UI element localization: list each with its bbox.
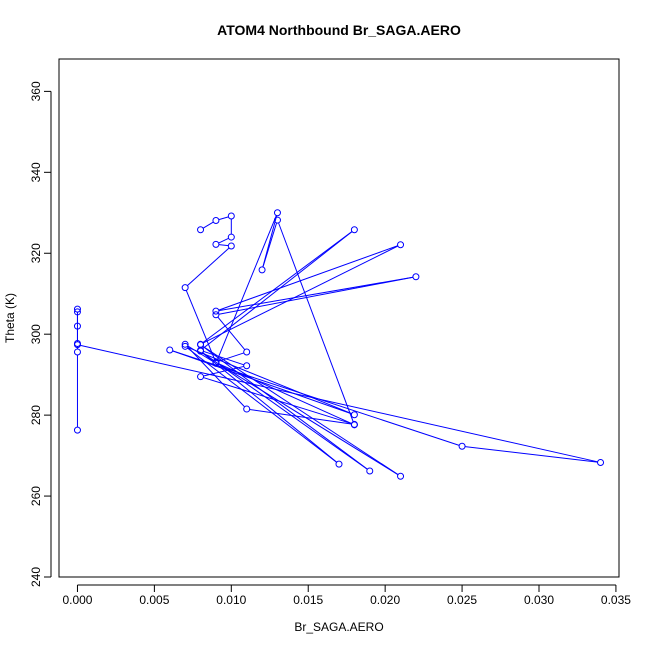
data-point <box>273 216 281 224</box>
x-tick-label: 0.020 <box>370 593 400 607</box>
series-segment <box>218 276 414 312</box>
data-point <box>258 266 266 274</box>
series-segment <box>216 215 277 361</box>
data-point <box>243 405 251 413</box>
series-segment <box>203 245 399 344</box>
series-segment <box>218 244 229 247</box>
data-point <box>366 467 374 475</box>
y-tick-label: 320 <box>29 243 43 263</box>
series-segment <box>218 363 352 425</box>
series-segment <box>262 222 278 268</box>
series-segment <box>172 350 460 446</box>
series-segment <box>202 231 353 349</box>
series-segment <box>218 245 398 311</box>
plot-frame <box>58 58 620 578</box>
data-point <box>458 442 466 450</box>
x-tick-label: 0.010 <box>216 593 246 607</box>
series-segment <box>80 344 598 463</box>
data-point <box>73 308 81 316</box>
series-segment <box>202 221 214 229</box>
data-point <box>397 472 405 480</box>
data-point <box>73 341 81 349</box>
series-segment <box>203 350 245 366</box>
data-point <box>335 460 343 468</box>
data-point <box>397 241 405 249</box>
data-point <box>212 216 220 224</box>
data-point <box>197 226 205 234</box>
data-point <box>350 226 358 234</box>
y-tick-label: 260 <box>29 486 43 506</box>
series-segment <box>202 352 368 470</box>
data-point <box>350 411 358 419</box>
y-axis: 240 260 280 300 320 340 360 <box>29 81 52 587</box>
series-segment <box>187 347 337 463</box>
data-point <box>212 359 220 367</box>
series-segment <box>218 352 244 362</box>
data-point <box>73 305 81 313</box>
data-point <box>227 242 235 250</box>
data-point <box>597 458 605 466</box>
y-tick-label: 280 <box>29 405 43 425</box>
data-point <box>227 233 235 241</box>
series-segment <box>202 346 368 470</box>
data-point <box>197 373 205 381</box>
series-segment <box>203 365 244 377</box>
series-segment <box>187 346 352 415</box>
chart-title: ATOM4 Northbound Br_SAGA.AERO <box>217 22 461 38</box>
data-point <box>73 426 81 434</box>
series-segment <box>202 345 399 476</box>
series-segment <box>278 222 354 423</box>
data-point <box>212 307 220 315</box>
series-segment <box>172 350 352 415</box>
data-point <box>197 346 205 354</box>
x-axis: 0.000 0.005 0.010 0.015 0.020 0.025 0.030 0.035 <box>62 584 631 607</box>
data-point <box>181 284 189 292</box>
data-point <box>243 362 251 370</box>
series-segment <box>203 377 352 425</box>
series-segment <box>249 408 352 425</box>
y-axis-label: Theta (K) <box>3 293 17 343</box>
x-tick-label: 0.025 <box>447 593 477 607</box>
data-point <box>273 209 281 217</box>
data-point <box>181 342 189 350</box>
data-point <box>412 273 420 281</box>
x-tick-label: 0.035 <box>601 593 631 607</box>
data-point <box>212 311 220 319</box>
y-tick-label: 340 <box>29 162 43 182</box>
series-segment <box>186 346 245 408</box>
series-segment <box>464 446 598 463</box>
x-tick-label: 0.005 <box>139 593 169 607</box>
y-tick-label: 240 <box>29 567 43 587</box>
y-tick-label: 360 <box>29 81 43 101</box>
series-segment <box>218 276 414 315</box>
data-point <box>73 348 81 356</box>
series-segment <box>218 363 399 476</box>
series-segment <box>202 231 353 343</box>
series-segment <box>218 237 229 244</box>
x-axis-label: Br_SAGA.AERO <box>294 620 383 634</box>
y-tick-label: 300 <box>29 324 43 344</box>
data-point <box>73 322 81 330</box>
series-segment <box>187 247 230 287</box>
x-tick-label: 0.030 <box>524 593 554 607</box>
data-point <box>181 340 189 348</box>
data-point <box>212 240 220 248</box>
x-tick-label: 0.015 <box>293 593 323 607</box>
data-point <box>166 346 174 354</box>
series-segment <box>218 216 229 221</box>
series-segment <box>217 316 246 350</box>
x-tick-label: 0.000 <box>62 593 92 607</box>
series-segment <box>185 290 216 360</box>
series-layer <box>73 209 605 480</box>
data-point <box>243 348 251 356</box>
data-point <box>227 212 235 220</box>
data-point <box>350 421 358 429</box>
